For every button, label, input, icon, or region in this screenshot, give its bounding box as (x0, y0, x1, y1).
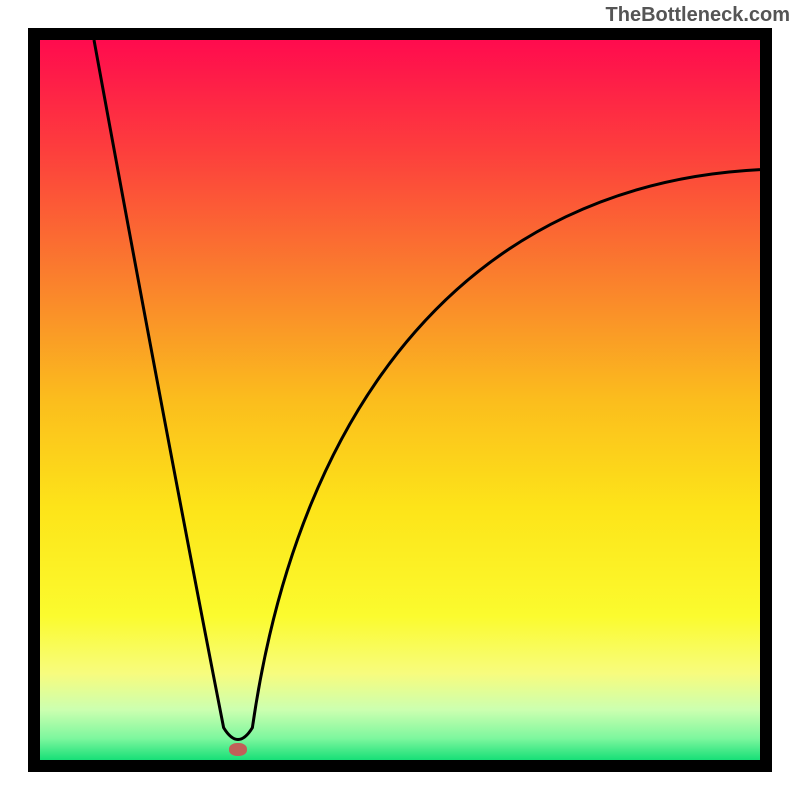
bottleneck-curve (40, 40, 760, 760)
chart-frame (28, 28, 772, 772)
curve-path (94, 40, 760, 739)
attribution-text: TheBottleneck.com (606, 4, 790, 27)
plot-area (40, 40, 760, 760)
chart-container: TheBottleneck.com (0, 0, 800, 800)
valley-marker (229, 743, 247, 756)
